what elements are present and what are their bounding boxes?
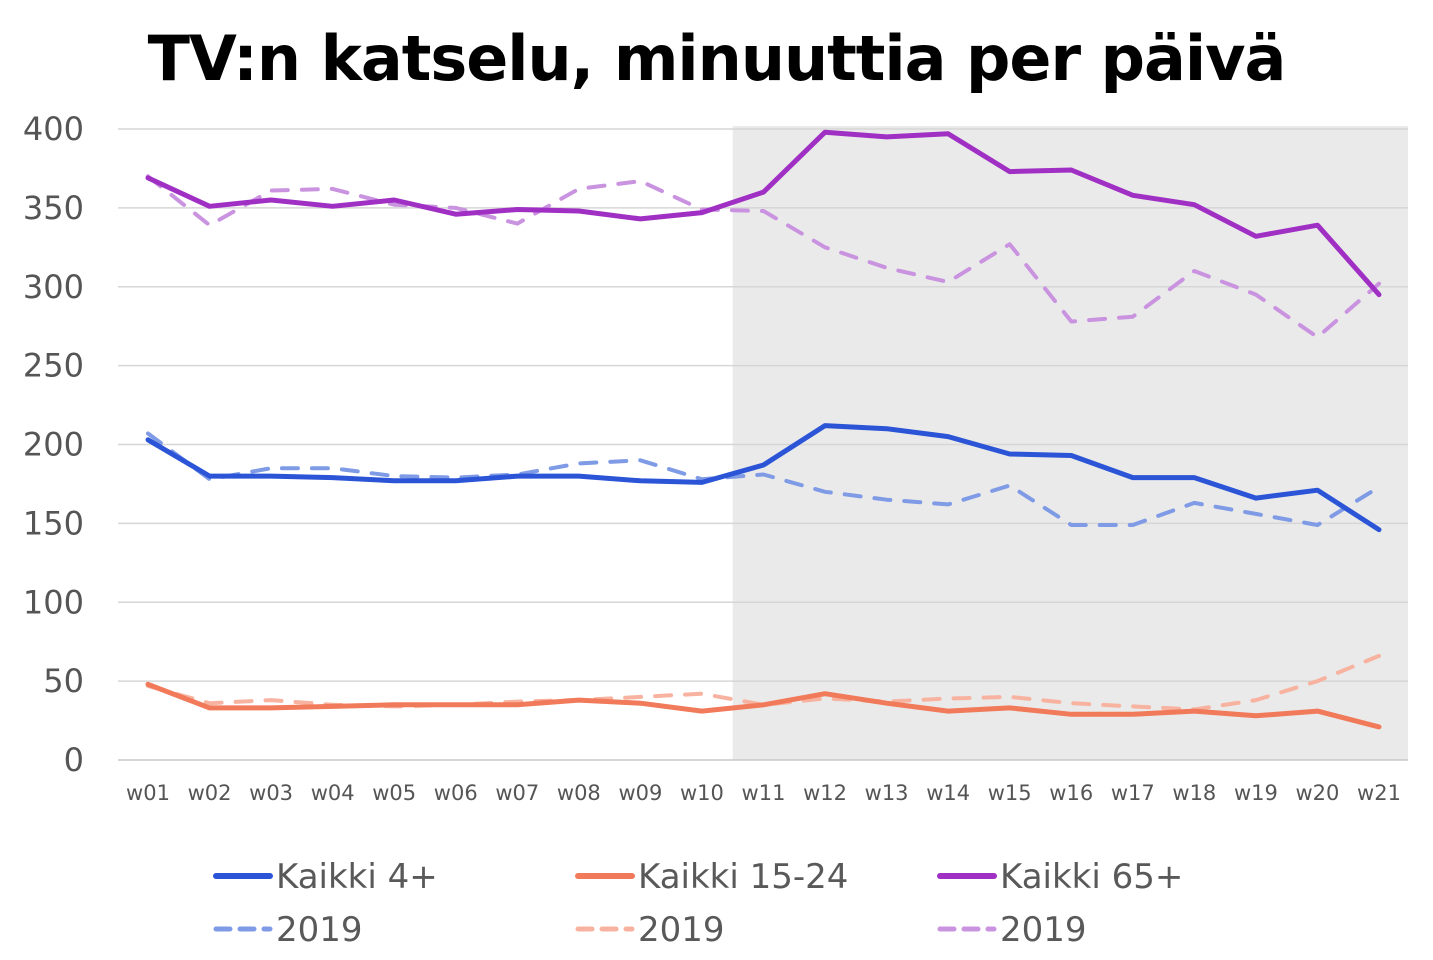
x-tick-label-w08: w08 — [557, 781, 601, 805]
legend-label-2019-15-24: 2019 — [638, 910, 725, 950]
y-tick-label-150: 150 — [23, 504, 84, 542]
y-tick-label-250: 250 — [23, 347, 84, 385]
x-tick-label-w09: w09 — [618, 781, 662, 805]
x-tick-label-w03: w03 — [249, 781, 293, 805]
y-tick-label-50: 50 — [43, 662, 84, 700]
x-tick-label-w04: w04 — [311, 781, 355, 805]
y-tick-label-100: 100 — [23, 583, 84, 621]
x-tick-label-w18: w18 — [1172, 781, 1216, 805]
x-tick-label-w21: w21 — [1357, 781, 1401, 805]
highlight-region — [732, 126, 1408, 760]
y-tick-label-0: 0 — [64, 741, 84, 779]
x-tick-label-w17: w17 — [1111, 781, 1155, 805]
series-line-1-kaikki-15-24 — [145, 681, 1382, 730]
x-tick-label-w02: w02 — [188, 781, 232, 805]
chart-title: TV:n katselu, minuuttia per päivä — [147, 22, 1287, 95]
legend-label-kaikki-15-24: Kaikki 15-24 — [638, 857, 848, 897]
legend-label-kaikki-4plus: Kaikki 4+ — [276, 857, 438, 897]
y-tick-label-300: 300 — [23, 268, 84, 306]
x-tick-label-w07: w07 — [495, 781, 539, 805]
x-tick-label-w05: w05 — [372, 781, 416, 805]
x-tick-label-w16: w16 — [1049, 781, 1093, 805]
legend-label-kaikki-65plus: Kaikki 65+ — [1000, 857, 1183, 897]
x-tick-label-w10: w10 — [680, 781, 724, 805]
y-tick-label-200: 200 — [23, 426, 84, 464]
x-tick-label-w19: w19 — [1234, 781, 1278, 805]
y-tick-label-400: 400 — [23, 110, 84, 148]
x-tick-label-w13: w13 — [865, 781, 909, 805]
series-line-2-kaikki-65- — [145, 129, 1382, 298]
series-line-5-2019 — [146, 174, 1381, 340]
x-tick-label-w14: w14 — [926, 781, 970, 805]
x-tick-label-w01: w01 — [126, 781, 170, 805]
series-line-4-2019 — [146, 653, 1381, 712]
x-tick-label-w20: w20 — [1295, 781, 1339, 805]
legend-label-2019-4plus: 2019 — [276, 910, 363, 950]
x-tick-label-w11: w11 — [742, 781, 786, 805]
y-tick-label-350: 350 — [23, 189, 84, 227]
series-line-0-kaikki-4- — [145, 423, 1382, 533]
x-tick-label-w15: w15 — [988, 781, 1032, 805]
x-tick-label-w12: w12 — [803, 781, 847, 805]
legend-label-2019-65plus: 2019 — [1000, 910, 1087, 950]
series-line-3-2019 — [146, 431, 1381, 527]
x-tick-label-w06: w06 — [434, 781, 478, 805]
